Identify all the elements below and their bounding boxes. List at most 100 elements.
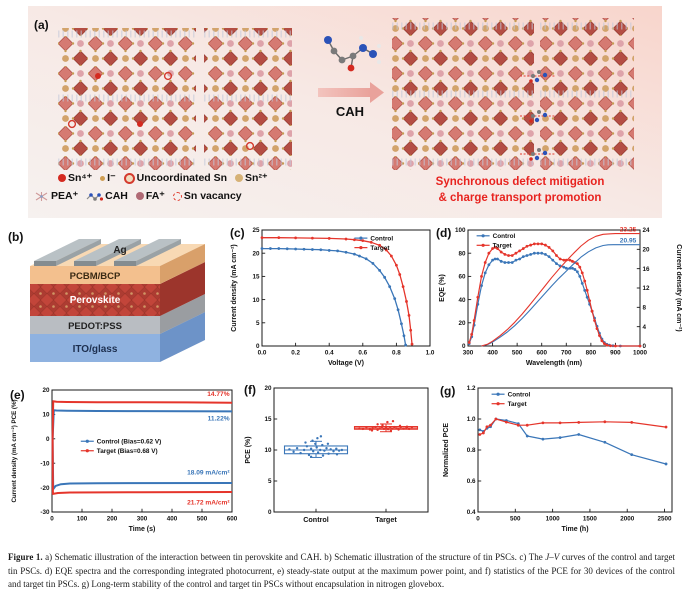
graphic bbox=[160, 312, 205, 362]
series-marker bbox=[395, 263, 398, 267]
series-marker bbox=[514, 258, 518, 262]
plot-border bbox=[477, 387, 673, 513]
panel-e-label: (e) bbox=[10, 388, 25, 402]
scatter-point bbox=[410, 426, 414, 429]
headline-line1: Synchronous defect mitigation bbox=[435, 176, 605, 188]
x-tick-label: 2000 bbox=[620, 516, 635, 523]
series-marker bbox=[487, 251, 491, 255]
series-marker bbox=[398, 273, 402, 276]
data-annotation: 14.77% bbox=[207, 391, 230, 398]
y-tick-label: 60 bbox=[458, 274, 466, 281]
series-marker bbox=[491, 247, 494, 250]
scatter-point bbox=[361, 427, 365, 431]
steady-state-chart: 0 100 200 300 400 500 600 -30 -20 -10 0 10 20 Time (s… bbox=[11, 387, 238, 533]
scatter-point bbox=[314, 442, 317, 445]
series-marker bbox=[529, 243, 533, 247]
graphic bbox=[89, 192, 93, 197]
series-marker bbox=[575, 270, 579, 274]
pce-statistics-chart: 0 5 10 15 20 Control Target PCE (%) bbox=[245, 385, 429, 524]
y-tick-label: -20 bbox=[40, 485, 50, 492]
graphic bbox=[537, 70, 541, 74]
series-marker bbox=[547, 255, 551, 259]
series-marker bbox=[294, 236, 297, 240]
series-marker bbox=[562, 258, 566, 262]
series-marker bbox=[573, 268, 577, 271]
series-marker bbox=[478, 433, 482, 436]
scatter-point bbox=[302, 448, 306, 452]
series-marker bbox=[393, 297, 397, 301]
panel-b-label: (b) bbox=[8, 230, 24, 244]
scatter-point bbox=[321, 443, 324, 447]
series-marker bbox=[410, 342, 414, 346]
scatter-point bbox=[402, 427, 405, 430]
series-marker bbox=[583, 279, 587, 283]
bridging-cah-molecules bbox=[520, 70, 556, 161]
series-line bbox=[51, 400, 233, 441]
legend-label: Control bbox=[508, 392, 531, 399]
graphic bbox=[160, 244, 205, 284]
series-marker bbox=[503, 252, 507, 256]
y-tick-label: 5 bbox=[268, 478, 272, 485]
x-tick-label: 1.0 bbox=[426, 350, 435, 357]
graphic bbox=[34, 261, 56, 266]
scatter-point bbox=[309, 447, 313, 450]
series-marker bbox=[541, 421, 545, 425]
legend-label: Target bbox=[508, 401, 528, 408]
panel-a: (a) bbox=[28, 6, 662, 218]
series-marker bbox=[336, 249, 339, 253]
graphic bbox=[542, 150, 548, 156]
layer-label-pcbm-bcp: PCBM/BCP bbox=[70, 271, 121, 282]
series-marker bbox=[353, 252, 356, 256]
cah-molecule bbox=[324, 36, 381, 72]
scatter-point bbox=[386, 428, 390, 431]
caption-text-1: a) Schematic illustration of the interac… bbox=[42, 552, 546, 562]
target-lattice-left bbox=[392, 18, 534, 170]
scatter-point bbox=[295, 446, 299, 450]
series-marker bbox=[578, 275, 582, 278]
graphic bbox=[377, 60, 381, 64]
legend-label: Sn²⁺ bbox=[245, 172, 268, 184]
scatter-point bbox=[368, 428, 372, 431]
series-marker bbox=[540, 251, 544, 255]
series-marker bbox=[564, 266, 568, 270]
series-marker bbox=[383, 275, 387, 279]
series-marker bbox=[602, 342, 606, 346]
graphic bbox=[163, 71, 173, 81]
series-line bbox=[481, 244, 640, 347]
series-marker bbox=[361, 239, 365, 243]
series-marker bbox=[378, 243, 381, 247]
x-tick-label: 600 bbox=[227, 516, 238, 523]
scatter-point bbox=[337, 449, 341, 452]
scatter-point bbox=[332, 450, 335, 453]
graphic bbox=[114, 239, 181, 261]
graphic bbox=[86, 193, 100, 200]
series-marker bbox=[485, 425, 489, 429]
jv-curves-chart: 0.0 0.2 0.4 0.6 0.8 1.0 0 5 10 15 20 25 Voltage (V) C… bbox=[231, 227, 435, 367]
scatter-point bbox=[307, 453, 311, 457]
scatter-point bbox=[393, 425, 396, 429]
x-tick-label: 0 bbox=[476, 516, 480, 523]
graphic bbox=[324, 36, 332, 44]
series-marker bbox=[407, 313, 411, 317]
series-marker bbox=[493, 257, 497, 261]
graphic bbox=[359, 44, 367, 52]
panel-g-label: (g) bbox=[440, 384, 456, 398]
series-marker bbox=[603, 420, 607, 424]
series-marker bbox=[529, 252, 533, 256]
y-tick-label: 40 bbox=[458, 297, 466, 304]
scatter-point bbox=[309, 455, 313, 459]
layer-ag-electrodes: Ag bbox=[34, 239, 181, 266]
x-tick-label: 100 bbox=[77, 516, 88, 523]
graphic bbox=[542, 72, 548, 78]
scatter-point bbox=[305, 445, 309, 448]
graphic bbox=[160, 262, 205, 316]
graphic bbox=[534, 117, 540, 123]
series-marker bbox=[480, 275, 483, 278]
data-annotation: 11.22% bbox=[208, 415, 230, 422]
y-axis-label: Normalized PCE bbox=[443, 423, 450, 477]
series-marker bbox=[311, 236, 314, 240]
series-line bbox=[51, 409, 233, 439]
graphic bbox=[529, 157, 533, 161]
y-tick-label: 10 bbox=[252, 297, 260, 304]
series-marker bbox=[571, 266, 574, 270]
